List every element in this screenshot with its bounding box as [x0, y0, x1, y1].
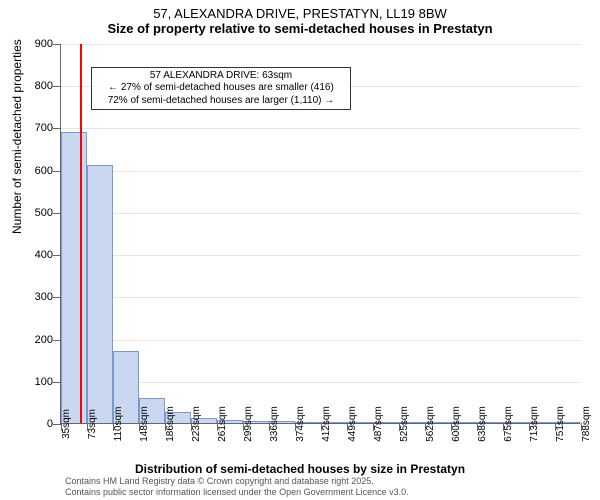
y-tick	[53, 297, 61, 298]
y-tick	[53, 382, 61, 383]
x-tick-label: 449sqm	[347, 406, 358, 442]
attribution-line2: Contains public sector information licen…	[65, 487, 409, 498]
y-tick-label: 100	[21, 376, 53, 388]
x-tick-label: 487sqm	[373, 406, 384, 442]
y-tick-label: 800	[21, 80, 53, 92]
chart-title-subtitle: Size of property relative to semi-detach…	[0, 21, 600, 40]
y-tick-label: 700	[21, 122, 53, 134]
x-tick-label: 412sqm	[321, 406, 332, 442]
x-tick-label: 299sqm	[243, 406, 254, 442]
x-tick-label: 638sqm	[477, 406, 488, 442]
y-tick	[53, 255, 61, 256]
y-axis-label: Number of semi-detached properties	[10, 39, 24, 234]
annotation-line1: 57 ALEXANDRA DRIVE: 63sqm	[96, 70, 346, 83]
chart-title-address: 57, ALEXANDRA DRIVE, PRESTATYN, LL19 8BW	[0, 0, 600, 21]
gridline	[61, 171, 580, 172]
y-tick	[53, 86, 61, 87]
x-tick-label: 261sqm	[217, 406, 228, 442]
x-tick-label: 374sqm	[295, 406, 306, 442]
gridline	[61, 213, 580, 214]
y-tick	[53, 128, 61, 129]
y-tick	[53, 213, 61, 214]
property-marker-line	[80, 44, 82, 423]
gridline	[61, 340, 580, 341]
x-tick-label: 525sqm	[399, 406, 410, 442]
y-tick-label: 500	[21, 207, 53, 219]
x-tick-label: 675sqm	[503, 406, 514, 442]
histogram-bar	[87, 165, 113, 423]
y-tick-label: 200	[21, 334, 53, 346]
annotation-box: 57 ALEXANDRA DRIVE: 63sqm← 27% of semi-d…	[91, 67, 351, 111]
gridline	[61, 297, 580, 298]
y-tick-label: 600	[21, 165, 53, 177]
x-tick-label: 751sqm	[555, 406, 566, 442]
y-tick-label: 400	[21, 249, 53, 261]
y-tick	[53, 424, 61, 425]
y-tick	[53, 171, 61, 172]
y-tick	[53, 340, 61, 341]
y-tick-label: 0	[21, 418, 53, 430]
chart-plot-area: 010020030040050060070080090035sqm73sqm11…	[60, 44, 580, 424]
y-tick	[53, 44, 61, 45]
attribution-text: Contains HM Land Registry data © Crown c…	[65, 476, 409, 498]
y-tick-label: 300	[21, 291, 53, 303]
histogram-bar	[61, 132, 87, 423]
gridline	[61, 255, 580, 256]
x-tick-label: 35sqm	[61, 409, 72, 439]
gridline	[61, 44, 580, 45]
attribution-line1: Contains HM Land Registry data © Crown c…	[65, 476, 409, 487]
x-tick-label: 148sqm	[139, 406, 150, 442]
x-tick-label: 336sqm	[269, 406, 280, 442]
x-tick-label: 562sqm	[425, 406, 436, 442]
x-tick-label: 110sqm	[113, 407, 124, 442]
gridline	[61, 128, 580, 129]
x-tick-label: 713sqm	[529, 406, 540, 442]
annotation-line3: 72% of semi-detached houses are larger (…	[96, 95, 346, 108]
x-tick-label: 788sqm	[581, 406, 592, 442]
x-axis-label: Distribution of semi-detached houses by …	[0, 462, 600, 476]
x-tick-label: 600sqm	[451, 406, 462, 442]
annotation-line2: ← 27% of semi-detached houses are smalle…	[96, 82, 346, 95]
x-tick-label: 186sqm	[165, 406, 176, 442]
x-tick-label: 73sqm	[87, 409, 98, 439]
x-tick-label: 223sqm	[191, 406, 202, 442]
y-tick-label: 900	[21, 38, 53, 50]
